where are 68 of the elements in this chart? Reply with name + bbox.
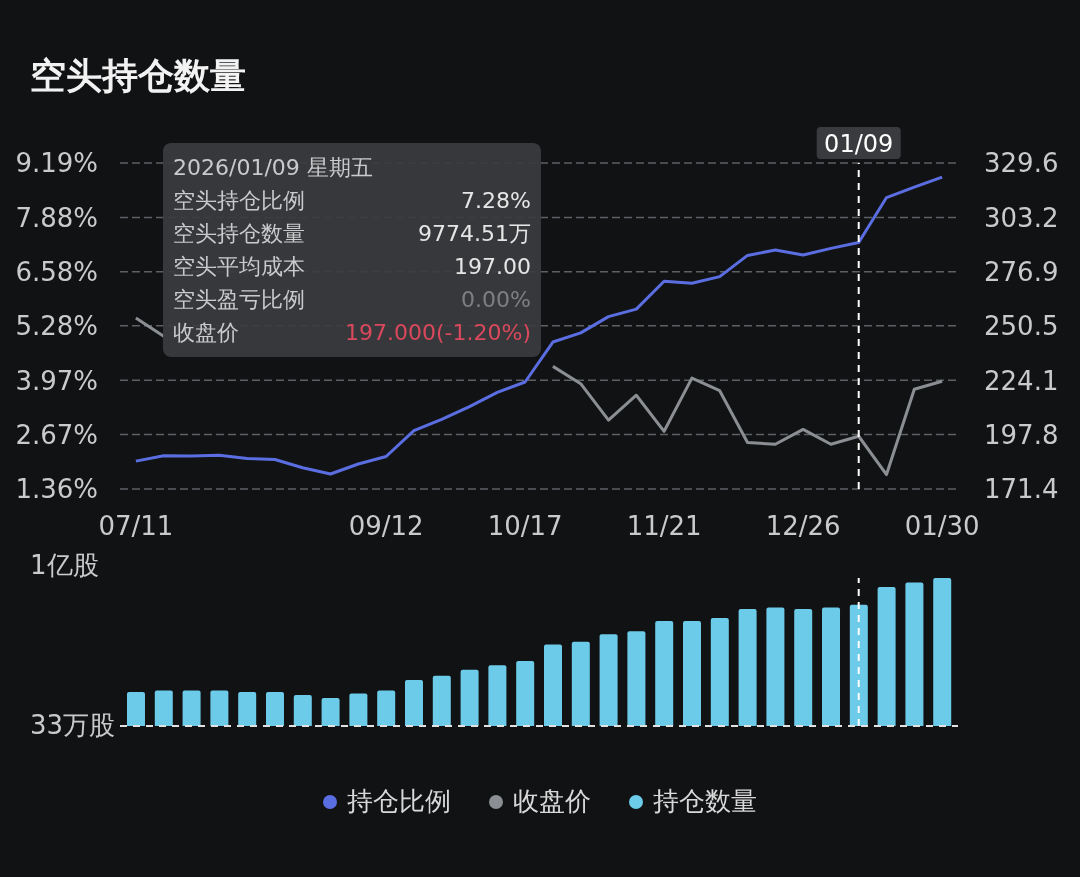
y-tick-label: 7.88% [15,202,98,233]
y2-tick-label: 276.9 [984,256,1059,287]
annotation: 空头盈亏比例 [173,286,305,314]
bar [710,617,729,726]
annotation: 2026/01/09 星期五 [173,154,374,182]
bar [460,669,479,726]
annotation: 空头持仓数量 [173,220,305,248]
bar [599,634,618,726]
bar [488,665,507,726]
annotation: 空头平均成本 [173,253,305,281]
x-tick-label: 09/12 [348,511,424,542]
bar [822,607,841,726]
bar [126,691,145,726]
y-tick-label: 3.97% [15,365,98,396]
bar [377,690,396,726]
y2-tick-label: 197.8 [984,419,1059,450]
annotation: 9774.51万 [418,220,531,248]
y2-tick-label: 171.4 [984,474,1059,505]
y2-tick-label: 303.2 [984,202,1059,233]
bar [321,697,340,726]
ref-line-label: 01/09 [824,130,894,158]
x-tick-label: 07/11 [98,511,174,542]
legend-label: 收盘价 [512,785,591,818]
y2-tick-label: 224.1 [984,365,1059,396]
y2-tick-label: 250.5 [984,311,1059,342]
bar [182,690,201,726]
text: 1亿股 [30,549,99,582]
y-tick-label: 2.67% [15,419,98,450]
bar [265,691,284,726]
bar [794,609,813,726]
legend-label: 持仓数量 [652,785,757,818]
bar [293,694,312,726]
x-tick-label: 12/26 [765,511,841,542]
x-tick-label: 10/17 [487,511,563,542]
bar [349,693,368,726]
y-tick-label: 6.58% [15,256,98,287]
text: 33万股 [30,709,116,742]
y-tick-label: 5.28% [15,311,98,342]
bar [516,660,535,726]
bar [905,582,924,726]
annotation: 空头持仓比例 [173,187,305,215]
x-tick-label: 01/30 [904,511,980,542]
y2-tick-label: 329.6 [984,148,1059,179]
bar [405,680,423,726]
bar [933,578,952,726]
bar [766,607,785,726]
annotation: 197.000(-1.20%) [345,319,531,347]
y-tick-label: 9.19% [15,148,98,179]
bar [154,690,173,726]
bar [238,691,257,726]
bar [655,620,674,726]
bar [544,644,562,726]
x-tick-label: 11/21 [626,511,702,542]
legend-label: 持仓比例 [346,785,451,818]
bar [571,641,590,726]
chart-title: 空头持仓数量 [30,54,246,98]
annotation: 7.28% [461,187,531,215]
bar [627,631,646,726]
bar [738,609,757,726]
bar [877,586,896,726]
bar [849,604,868,726]
annotation: 0.00% [461,286,531,314]
y-tick-label: 1.36% [15,474,98,505]
bar [683,620,701,726]
annotation: 197.00 [454,253,531,281]
bar [432,675,451,726]
bar [210,690,229,726]
annotation: 收盘价 [173,319,239,347]
